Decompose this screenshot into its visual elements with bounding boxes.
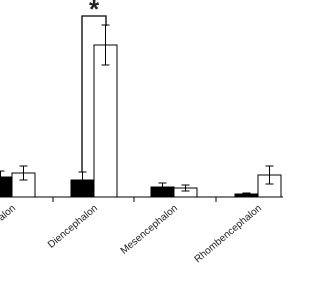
error-bar xyxy=(265,165,274,185)
error-bar xyxy=(19,165,28,181)
x-tick-label: Diencephalon xyxy=(46,203,100,251)
x-tick-label: Rhombencephalon xyxy=(193,203,264,265)
x-tick-label: alon xyxy=(0,203,18,224)
error-bar xyxy=(0,170,5,184)
chart: * alon Diencephalon Mesencephalon Rhombence… xyxy=(0,0,283,265)
bar xyxy=(93,44,118,198)
error-bar xyxy=(101,24,110,66)
bar xyxy=(0,176,13,198)
error-bar xyxy=(158,182,167,192)
significance-bracket xyxy=(81,15,107,172)
error-bar xyxy=(78,171,87,189)
x-tick-label: Mesencephalon xyxy=(119,203,180,257)
annotation: * xyxy=(89,0,100,24)
error-bar xyxy=(242,192,251,196)
error-bar xyxy=(181,184,190,192)
